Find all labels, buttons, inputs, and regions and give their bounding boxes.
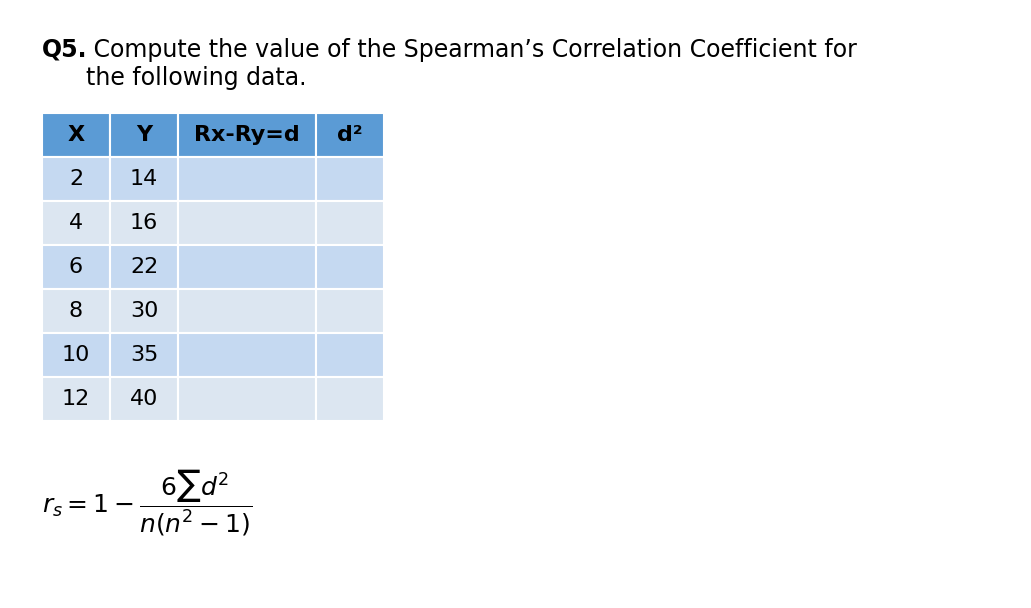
Bar <box>178 245 315 289</box>
Bar <box>42 289 110 333</box>
Bar <box>178 377 315 421</box>
Bar <box>178 289 315 333</box>
Text: $r_s = 1 - \dfrac{6\sum d^2}{n\left(n^2-1\right)}$: $r_s = 1 - \dfrac{6\sum d^2}{n\left(n^2-… <box>42 468 253 538</box>
Bar <box>178 333 315 377</box>
Bar <box>110 333 178 377</box>
Bar <box>178 201 315 245</box>
Text: 22: 22 <box>130 257 158 277</box>
Text: 40: 40 <box>130 389 158 409</box>
Text: Q5.: Q5. <box>42 38 88 62</box>
Text: d²: d² <box>337 125 363 145</box>
Bar <box>315 377 384 421</box>
Bar <box>110 289 178 333</box>
Bar <box>110 157 178 201</box>
Bar <box>110 113 178 157</box>
Bar <box>315 245 384 289</box>
Bar <box>178 157 315 201</box>
Text: 8: 8 <box>69 301 84 321</box>
Bar <box>42 157 110 201</box>
Bar <box>315 289 384 333</box>
Bar <box>178 113 315 157</box>
Text: 12: 12 <box>62 389 90 409</box>
Text: X: X <box>67 125 85 145</box>
Bar <box>110 201 178 245</box>
Bar <box>315 113 384 157</box>
Text: 10: 10 <box>62 345 90 365</box>
Bar <box>42 333 110 377</box>
Bar <box>42 245 110 289</box>
Bar <box>315 201 384 245</box>
Text: Compute the value of the Spearman’s Correlation Coefficient for
the following da: Compute the value of the Spearman’s Corr… <box>86 38 857 90</box>
Text: 4: 4 <box>69 213 84 233</box>
Text: Y: Y <box>136 125 152 145</box>
Bar <box>42 113 110 157</box>
Text: 14: 14 <box>130 169 158 189</box>
Text: 35: 35 <box>130 345 158 365</box>
Bar <box>110 377 178 421</box>
Bar <box>42 377 110 421</box>
Bar <box>315 157 384 201</box>
Text: 16: 16 <box>130 213 158 233</box>
Bar <box>110 245 178 289</box>
Text: Rx-Ry=d: Rx-Ry=d <box>194 125 300 145</box>
Bar <box>42 201 110 245</box>
Text: 30: 30 <box>130 301 158 321</box>
Bar <box>315 333 384 377</box>
Text: 2: 2 <box>69 169 84 189</box>
Text: 6: 6 <box>69 257 84 277</box>
